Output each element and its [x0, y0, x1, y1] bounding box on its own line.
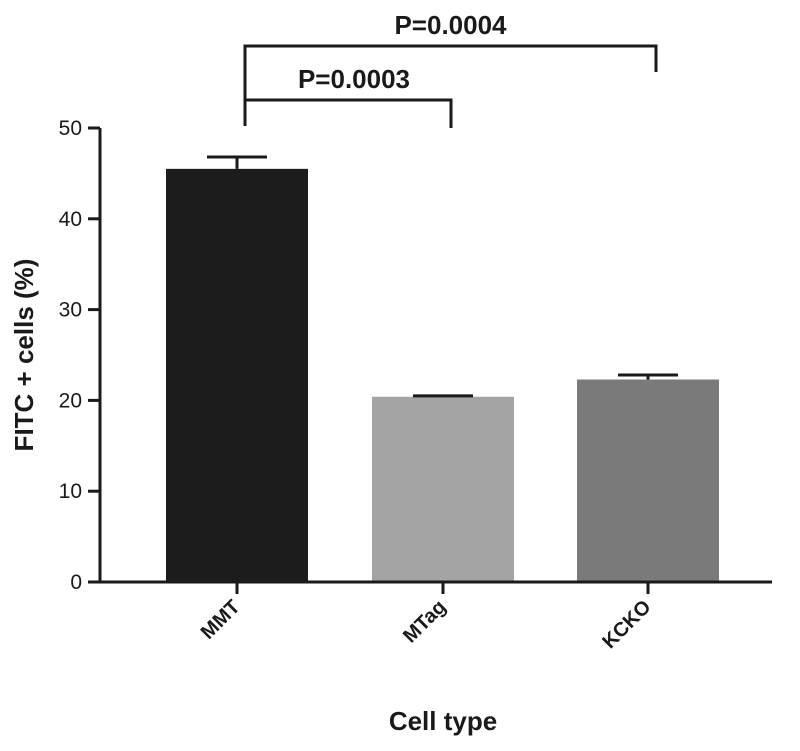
y-tick-label-30: 30 — [59, 299, 82, 322]
bar-kcko — [577, 379, 719, 582]
significance-brackets: P=0.0003 P=0.0004 — [243, 10, 658, 128]
significance-bracket-1 — [243, 98, 453, 128]
x-axis-title: Cell type — [389, 706, 497, 736]
y-tick-label-10: 10 — [59, 480, 82, 503]
bar-mmt — [166, 168, 308, 583]
bars-group — [166, 168, 719, 583]
x-tick-label-kcko: KCKO — [598, 596, 655, 653]
y-tick-label-20: 20 — [59, 389, 82, 412]
bar-mtag — [372, 396, 514, 582]
p-value-label-1: P=0.0003 — [298, 64, 410, 94]
x-tick-label-mtag: MTag — [399, 596, 450, 647]
y-axis-title: FITC + cells (%) — [9, 259, 39, 452]
y-tick-label-40: 40 — [59, 208, 82, 231]
p-value-label-2: P=0.0004 — [394, 10, 507, 40]
significance-bracket-2 — [243, 44, 658, 100]
y-tick-label-50: 50 — [59, 117, 82, 140]
error-bars-group — [207, 155, 678, 398]
x-tick-label-mmt: MMT — [197, 596, 245, 644]
y-tick-label-0: 0 — [70, 571, 82, 594]
